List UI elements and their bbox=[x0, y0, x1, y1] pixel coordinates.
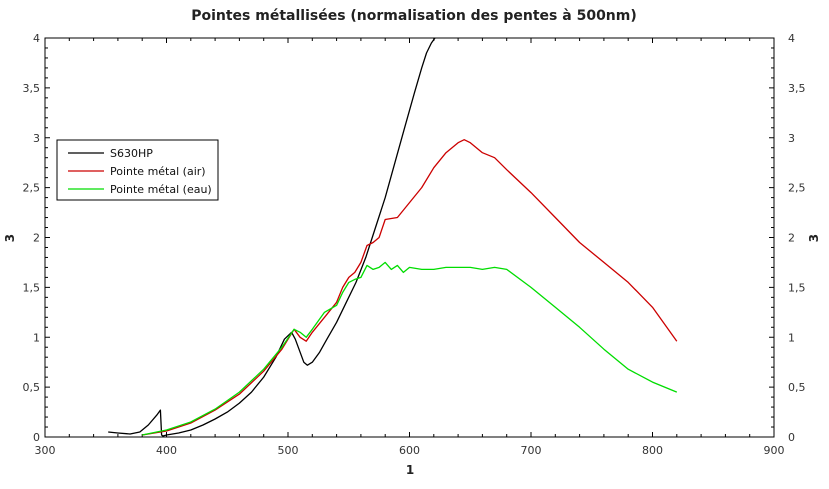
y-tick-label: 2,5 bbox=[23, 182, 41, 195]
y2-axis-label: 3 bbox=[807, 234, 821, 242]
legend-box bbox=[56, 139, 219, 201]
x-tick-label: 400 bbox=[156, 444, 177, 457]
plot-area bbox=[44, 37, 775, 438]
x-tick-label: 500 bbox=[278, 444, 299, 457]
y-tick-label: 1 bbox=[33, 331, 40, 344]
y2-tick-label: 2,5 bbox=[788, 182, 806, 195]
y-tick-label: 0,5 bbox=[23, 381, 41, 394]
y-tick-label: 4 bbox=[33, 32, 40, 45]
legend-entry: S630HP bbox=[110, 147, 153, 160]
x-axis-label: 1 bbox=[406, 463, 414, 477]
x-tick-label: 700 bbox=[521, 444, 542, 457]
series-line-1 bbox=[142, 139, 678, 436]
x-tick-label: 800 bbox=[642, 444, 663, 457]
y-tick-label: 0 bbox=[33, 431, 40, 444]
legend-entry: Pointe métal (eau) bbox=[110, 183, 212, 196]
y2-tick-label: 0 bbox=[788, 431, 795, 444]
series-line-0 bbox=[108, 37, 436, 437]
y2-tick-label: 1 bbox=[788, 331, 795, 344]
y-tick-label: 2 bbox=[33, 232, 40, 245]
legend: S630HP Pointe métal (air) Pointe métal (ea… bbox=[56, 139, 219, 201]
x-tick-label: 900 bbox=[764, 444, 785, 457]
x-tick-label: 300 bbox=[35, 444, 56, 457]
series-line-2 bbox=[142, 261, 678, 436]
series-layer bbox=[108, 37, 678, 437]
y2-tick-label: 0,5 bbox=[788, 381, 806, 394]
y2-tick-label: 4 bbox=[788, 32, 795, 45]
y2-tick-label: 3,5 bbox=[788, 82, 806, 95]
y-axis-label: 3 bbox=[3, 234, 17, 242]
y2-tick-label: 1,5 bbox=[788, 281, 806, 294]
legend-entry: Pointe métal (air) bbox=[110, 165, 206, 178]
x-tick-label: 600 bbox=[399, 444, 420, 457]
y-tick-label: 3,5 bbox=[23, 82, 41, 95]
y-tick-label: 3 bbox=[33, 132, 40, 145]
y2-tick-label: 2 bbox=[788, 232, 795, 245]
y2-tick-label: 3 bbox=[788, 132, 795, 145]
chart-title: Pointes métallisées (normalisation des p… bbox=[191, 8, 637, 24]
y-tick-label: 1,5 bbox=[23, 281, 41, 294]
